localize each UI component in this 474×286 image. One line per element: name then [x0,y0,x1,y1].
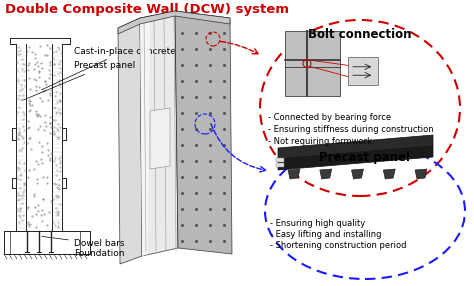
Text: Double Composite Wall (DCW) system: Double Composite Wall (DCW) system [5,3,289,16]
Polygon shape [352,169,364,179]
Polygon shape [278,135,433,159]
Text: Precast panel: Precast panel [24,61,135,100]
Bar [276,163,284,167]
Text: Cast-in-place concrete: Cast-in-place concrete [42,47,176,90]
Text: Dowel bars: Dowel bars [42,236,125,249]
Ellipse shape [262,21,458,194]
Polygon shape [140,18,150,256]
Polygon shape [288,169,300,179]
Bar [276,158,284,162]
Polygon shape [415,169,427,179]
Text: Precast panel: Precast panel [319,151,410,164]
Ellipse shape [266,144,464,277]
Text: - Connected by bearing force: - Connected by bearing force [268,113,391,122]
Polygon shape [175,11,232,254]
Bar [348,57,378,85]
Text: - Not requiring formwork: - Not requiring formwork [268,137,372,146]
Text: Foundation: Foundation [74,249,125,257]
Text: - Easy lifting and installing: - Easy lifting and installing [270,230,382,239]
Polygon shape [278,146,433,170]
Text: - Ensuring high quality: - Ensuring high quality [270,219,365,228]
Polygon shape [118,11,230,34]
Polygon shape [320,169,332,179]
Polygon shape [150,108,170,169]
Polygon shape [118,18,142,264]
Text: Bolt connection: Bolt connection [308,28,412,41]
Polygon shape [383,169,395,179]
Bar [285,31,340,96]
Text: - Shortening construction period: - Shortening construction period [270,241,407,250]
Text: - Ensuring stiffness during construction: - Ensuring stiffness during construction [268,125,434,134]
Polygon shape [140,11,178,256]
